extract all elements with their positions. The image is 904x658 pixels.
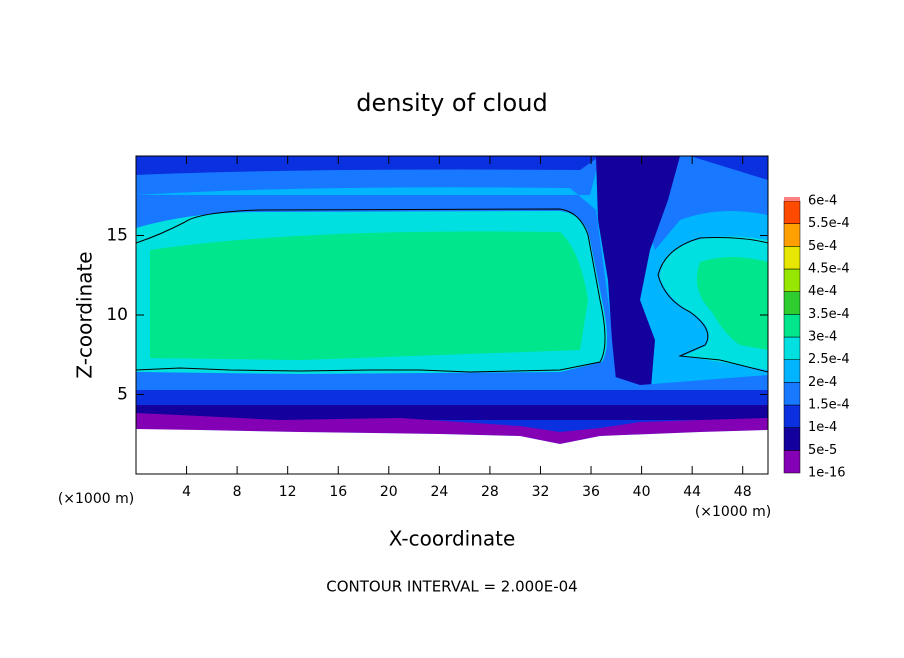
x-tick-label: 40 — [633, 484, 651, 500]
y-axis-label: Z-coordinate — [73, 251, 97, 378]
colorbar-swatch — [784, 197, 800, 201]
colorbar-label: 4e-4 — [808, 284, 837, 299]
colorbar-label: 2.5e-4 — [808, 352, 850, 367]
colorbar-swatch — [783, 223, 801, 247]
contour-region — [136, 413, 768, 444]
x-tick-label: 44 — [683, 484, 701, 500]
colorbar-swatch — [783, 200, 801, 224]
colorbar-label: 5e-5 — [808, 443, 837, 458]
colorbar-label: 6e-4 — [808, 194, 837, 209]
colorbar-label: 5e-4 — [808, 239, 837, 254]
contour-region — [150, 231, 588, 360]
footer: CONTOUR INTERVAL = 2.000E-04 — [326, 578, 577, 596]
colorbar-swatch — [783, 246, 801, 270]
x-tick-label: 8 — [233, 484, 242, 500]
colorbar-swatch — [783, 359, 801, 383]
y-unit: (×1000 m) — [58, 491, 134, 507]
colorbar-swatch — [783, 336, 801, 360]
contour-line — [136, 208, 606, 373]
colorbar-swatch — [783, 450, 801, 474]
y-tick-label: 15 — [106, 226, 128, 246]
colorbar-swatch — [783, 268, 801, 292]
colorbar-swatch — [783, 382, 801, 406]
colorbar-label: 4.5e-4 — [808, 262, 850, 277]
no-data-region — [136, 429, 768, 474]
y-tick-label: 10 — [106, 305, 128, 325]
y-tick-label: 5 — [117, 385, 128, 405]
colorbar-label: 1e-16 — [808, 466, 846, 481]
chart-title: density of cloud — [356, 89, 547, 117]
x-tick-label: 24 — [430, 484, 448, 500]
x-tick-label: 32 — [532, 484, 550, 500]
x-axis-label: X-coordinate — [389, 527, 516, 551]
x-unit: (×1000 m) — [695, 504, 771, 520]
contour-line — [657, 237, 768, 373]
colorbar-label: 1e-4 — [808, 420, 837, 435]
colorbar-label: 2e-4 — [808, 375, 837, 390]
x-tick-label: 28 — [481, 484, 499, 500]
colorbar-label: 3.5e-4 — [808, 307, 850, 322]
x-tick-label: 20 — [380, 484, 398, 500]
colorbar-swatch — [783, 427, 801, 451]
colorbar-label: 5.5e-4 — [808, 216, 850, 231]
x-tick-label: 48 — [734, 484, 752, 500]
x-tick-label: 36 — [582, 484, 600, 500]
colorbar-label: 3e-4 — [808, 330, 837, 345]
x-tick-label: 16 — [329, 484, 347, 500]
x-tick-label: 4 — [182, 484, 191, 500]
colorbar-label: 1.5e-4 — [808, 398, 850, 413]
contour-region — [696, 257, 768, 350]
colorbar-swatch — [783, 291, 801, 315]
contour-field — [136, 156, 768, 474]
colorbar-swatch — [783, 404, 801, 428]
contour-lines — [136, 208, 768, 373]
contour-region — [596, 156, 680, 400]
contour-region — [136, 405, 768, 420]
x-tick-label: 12 — [279, 484, 297, 500]
colorbar-swatch — [783, 314, 801, 338]
